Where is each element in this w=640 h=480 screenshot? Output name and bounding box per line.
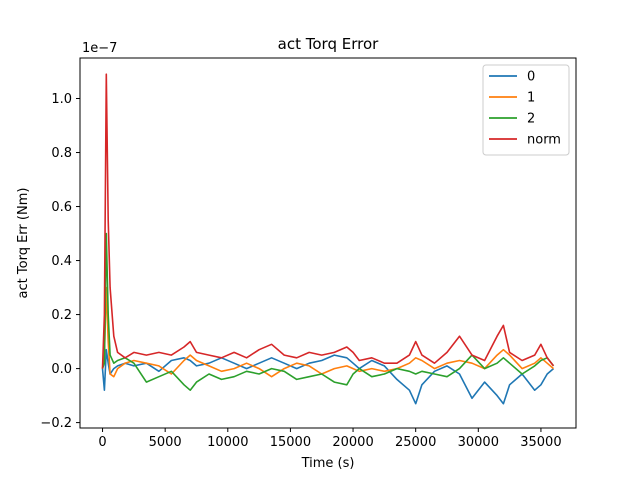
plot-frame xyxy=(79,57,577,429)
legend-label: 1 xyxy=(527,91,535,106)
x-axis-label: Time (s) xyxy=(301,456,355,471)
y-tick-label: 0.8 xyxy=(51,146,72,161)
legend: 0 1 2 norm xyxy=(482,64,570,156)
series-line-norm xyxy=(101,73,555,369)
y-tick-label: 0.2 xyxy=(51,308,72,323)
legend-label: norm xyxy=(527,133,561,148)
x-tick-label: 5000 xyxy=(149,435,182,450)
y-tick-label: −0.2 xyxy=(40,416,72,431)
y-tick-label: 0.0 xyxy=(51,362,72,377)
x-tick-label: 25000 xyxy=(395,435,436,450)
y-offset-text: 1e−7 xyxy=(82,41,117,56)
legend-box xyxy=(482,64,570,156)
y-axis: −0.2 0.0 0.2 0.4 0.6 0.8 1.0 xyxy=(40,92,80,431)
y-axis-label: act Torq Err (Nm) xyxy=(16,188,31,299)
chart-title: act Torq Error xyxy=(278,35,379,53)
x-tick-label: 10000 xyxy=(207,435,248,450)
x-tick-label: 0 xyxy=(98,435,106,450)
x-tick-label: 20000 xyxy=(332,435,373,450)
legend-label: 2 xyxy=(527,112,535,127)
y-tick-label: 0.6 xyxy=(51,200,72,215)
x-tick-label: 15000 xyxy=(270,435,311,450)
series-line-2 xyxy=(101,232,555,392)
x-axis: 0 5000 10000 15000 20000 25000 30000 35000 xyxy=(98,428,562,450)
y-tick-label: 1.0 xyxy=(51,92,72,107)
series-line-1 xyxy=(101,286,555,378)
x-tick-label: 30000 xyxy=(458,435,499,450)
series-line-0 xyxy=(101,348,555,405)
y-tick-label: 0.4 xyxy=(51,254,72,269)
legend-label: 0 xyxy=(527,70,535,85)
x-tick-label: 35000 xyxy=(520,435,561,450)
series-layer xyxy=(101,73,555,405)
